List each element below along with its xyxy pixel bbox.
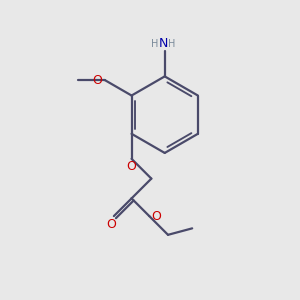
Text: H: H [151,39,158,49]
Text: N: N [159,37,168,50]
Text: O: O [93,74,102,87]
Text: O: O [106,218,116,231]
Text: O: O [152,210,161,223]
Text: O: O [127,160,136,173]
Text: H: H [168,39,176,49]
